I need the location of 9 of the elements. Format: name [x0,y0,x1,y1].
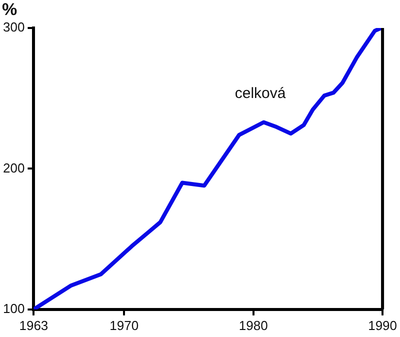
y-tick-label: 300 [2,20,25,35]
x-tick-label: 1963 [19,318,48,333]
x-tick-label: 1970 [110,318,139,333]
y-tick-label: 200 [2,160,25,176]
series-label: celková [234,85,286,102]
y-tick-label: 100 [2,300,25,316]
y-axis-title: % [2,0,18,20]
x-tick-label: 1980 [238,318,268,333]
x-tick-label: 1990 [368,318,397,333]
